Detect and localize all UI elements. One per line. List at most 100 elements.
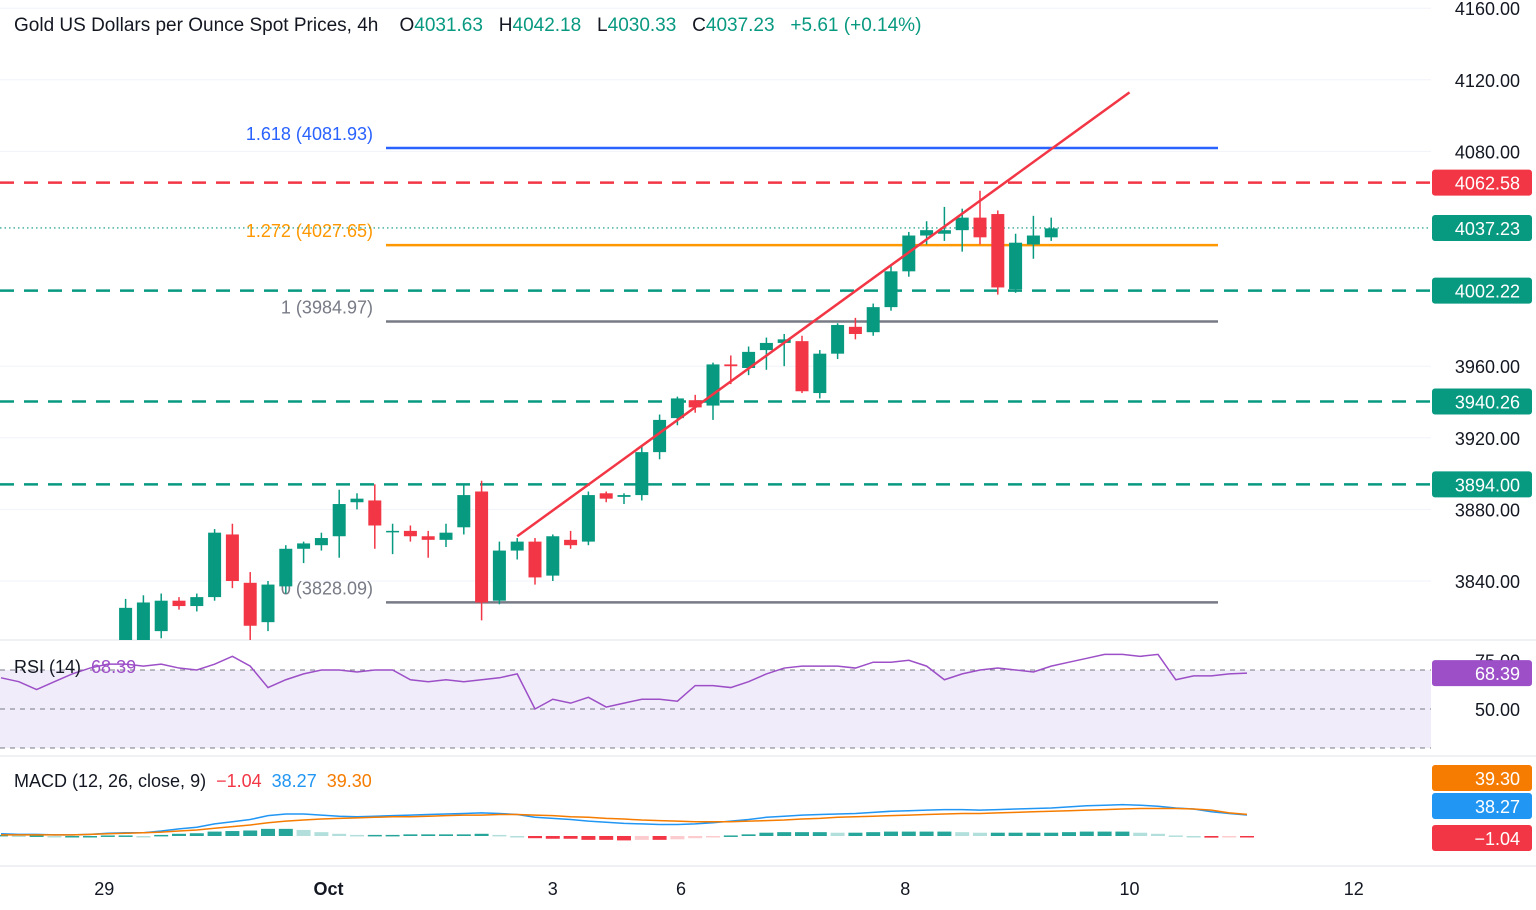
candle-body (332, 504, 346, 537)
candle-body (243, 582, 257, 626)
candle-body (635, 452, 649, 496)
macd-histogram-bar (11, 835, 26, 837)
macd-histogram-bar (830, 832, 845, 836)
macd-histogram-bar (189, 833, 204, 836)
change-value: +5.61 (+0.14%) (790, 15, 922, 36)
fib-level-label: 1 (3984.97) (281, 298, 373, 318)
chart-header: Gold US Dollars per Ounce Spot Prices, 4… (14, 15, 921, 37)
macd-histogram-bar (670, 836, 685, 840)
candle-body (617, 495, 631, 497)
macd-value-badge (1432, 793, 1532, 819)
candle-body (973, 217, 987, 238)
candle-body (457, 495, 471, 528)
candle-body (991, 214, 1005, 288)
candle-body (475, 491, 489, 603)
rsi-line (0, 653, 1248, 711)
macd-histogram-bar (723, 835, 738, 837)
open-value: 4031.63 (414, 15, 483, 36)
macd-signal-value: 39.30 (326, 771, 372, 791)
macd-histogram-bar (65, 836, 80, 838)
macd-histogram-bar (1026, 832, 1041, 836)
candle-body (528, 541, 542, 578)
macd-histogram-bar (795, 832, 809, 836)
candle-body (350, 498, 364, 503)
macd-histogram-bar (385, 834, 400, 837)
fib-level-label: 0 (3828.09) (281, 578, 373, 598)
price-level-badge (1432, 277, 1532, 304)
macd-histogram-bar (29, 835, 44, 837)
macd-histogram-bar (83, 836, 97, 838)
candle-body (208, 532, 222, 598)
macd-hist-value: −1.04 (216, 771, 262, 791)
macd-line (0, 803, 1248, 836)
price-tick-label: 4160.00 (1455, 0, 1520, 19)
candle-body (759, 342, 773, 351)
candle-body (813, 353, 827, 394)
candle-body (1009, 242, 1023, 290)
macd-histogram-bar (154, 834, 169, 837)
time-tick-label: Oct (314, 879, 344, 899)
time-tick-label: 8 (900, 879, 910, 899)
open-label: O (399, 15, 415, 36)
price-tick-label: 4080.00 (1455, 142, 1520, 162)
macd-histogram-bar (1151, 833, 1165, 836)
macd-histogram-bar (492, 834, 507, 837)
macd-histogram-bar (296, 829, 311, 836)
price-level-badge-label: 3894.00 (1455, 475, 1520, 495)
candle-body (314, 538, 328, 546)
candle-body (225, 534, 239, 581)
price-level-badge (1432, 388, 1532, 415)
candle-body (119, 607, 133, 640)
macd-histogram-bar (866, 832, 881, 836)
macd-histogram-bar (1133, 832, 1148, 836)
macd-histogram-bar (990, 832, 1005, 836)
price-tick-label: 3880.00 (1455, 500, 1520, 520)
macd-histogram-bar (741, 834, 756, 836)
rsi-value-badge (1432, 660, 1532, 687)
candle-body (386, 530, 400, 533)
macd-histogram-bar (973, 832, 987, 836)
trendline[interactable] (516, 91, 1131, 538)
candle-body (653, 419, 667, 453)
chart-title: Gold US Dollars per Ounce Spot Prices, 4… (14, 15, 379, 36)
candle-body (261, 584, 275, 623)
macd-histogram-bar (456, 834, 471, 836)
low-label: L (597, 15, 608, 36)
price-tick-label: 3960.00 (1455, 357, 1520, 377)
macd-histogram-bar (225, 831, 240, 836)
time-tick-label: 3 (548, 879, 558, 899)
candle-body (546, 536, 560, 576)
macd-histogram-bar (706, 836, 720, 838)
macd-value-badge-label: 39.30 (1475, 769, 1520, 789)
rsi-label: RSI (14) (14, 657, 82, 677)
macd-histogram-bar (617, 836, 631, 841)
candle-body (724, 364, 738, 367)
macd-histogram-bar (884, 831, 898, 836)
rsi-value: 68.39 (91, 657, 137, 677)
macd-histogram-bar (207, 831, 222, 836)
macd-signal-line (1, 807, 1248, 836)
macd-histogram-bar (759, 832, 774, 836)
macd-histogram-bar (1222, 836, 1237, 838)
candle-body (866, 307, 880, 333)
macd-histogram-bar (1008, 832, 1023, 836)
macd-histogram-bar (1240, 836, 1254, 838)
close-value: 4037.23 (705, 15, 775, 36)
price-level-badge-label: 4037.23 (1455, 219, 1520, 239)
close-label: C (692, 15, 706, 36)
candle-body (172, 600, 186, 607)
candle-body (510, 541, 524, 551)
candle-body (190, 597, 204, 607)
candle-body (831, 325, 845, 354)
macd-histogram-bar (955, 832, 970, 836)
macd-histogram-bar (1168, 835, 1183, 837)
price-level-badge-label: 3940.26 (1455, 393, 1520, 413)
price-level-badge-label: 4002.22 (1455, 282, 1520, 302)
candle-body (564, 539, 578, 546)
macd-value-badge (1432, 765, 1532, 791)
candle-body (706, 364, 720, 406)
price-level-badge (1432, 214, 1532, 241)
candle-body (848, 326, 862, 334)
candle-body (1044, 228, 1058, 238)
